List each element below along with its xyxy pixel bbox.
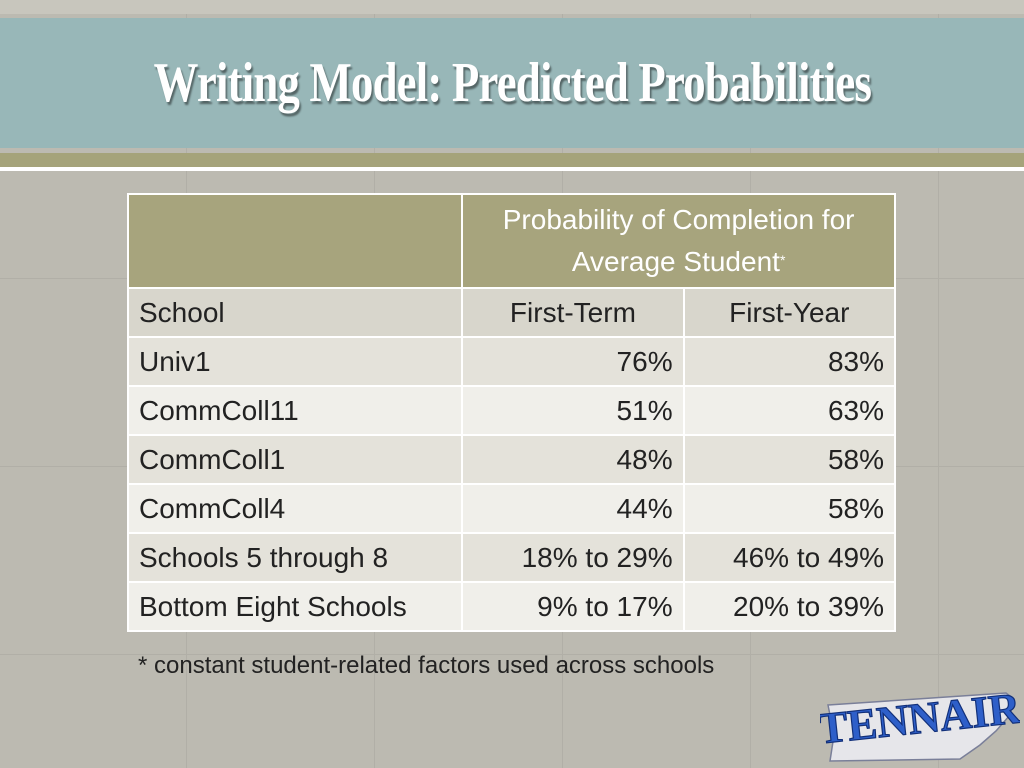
accent-stripe bbox=[0, 153, 1024, 167]
first-year-cell: 20% to 39% bbox=[682, 581, 897, 632]
first-term-cell: 51% bbox=[461, 385, 685, 436]
first-term-cell: 48% bbox=[461, 434, 685, 485]
first-year-cell: 46% to 49% bbox=[682, 532, 897, 583]
asterisk-mark: * bbox=[779, 252, 786, 268]
group-header: Probability of Completion for Average St… bbox=[461, 193, 896, 289]
first-year-cell: 83% bbox=[682, 336, 897, 387]
column-header-first-year: First-Year bbox=[682, 287, 897, 338]
table-row: CommColl4 44% 58% bbox=[126, 483, 897, 534]
table-row: CommColl1 48% 58% bbox=[126, 434, 897, 485]
table-row: Univ1 76% 83% bbox=[126, 336, 897, 387]
first-term-cell: 9% to 17% bbox=[461, 581, 685, 632]
column-header-row: School First-Term First-Year bbox=[126, 287, 897, 338]
logo-text: TENNAIR bbox=[820, 683, 1020, 753]
first-term-cell: 44% bbox=[461, 483, 685, 534]
table-row: Bottom Eight Schools 9% to 17% 20% to 39… bbox=[126, 581, 897, 632]
school-cell: CommColl4 bbox=[126, 483, 464, 534]
first-term-cell: 18% to 29% bbox=[461, 532, 685, 583]
school-cell: Schools 5 through 8 bbox=[126, 532, 464, 583]
school-cell: Univ1 bbox=[126, 336, 464, 387]
first-term-cell: 76% bbox=[461, 336, 685, 387]
slide-title: Writing Model: Predicted Probabilities bbox=[153, 52, 871, 114]
first-year-cell: 58% bbox=[682, 434, 897, 485]
table-row: CommColl11 51% 63% bbox=[126, 385, 897, 436]
top-stripe bbox=[0, 0, 1024, 14]
title-band: Writing Model: Predicted Probabilities bbox=[0, 18, 1024, 148]
table-group-header-row: Probability of Completion for Average St… bbox=[126, 193, 896, 289]
empty-header-cell bbox=[126, 193, 464, 289]
first-year-cell: 63% bbox=[682, 385, 897, 436]
table-row: Schools 5 through 8 18% to 29% 46% to 49… bbox=[126, 532, 897, 583]
group-header-text: Probability of Completion for Average St… bbox=[502, 204, 855, 277]
probability-table: Probability of Completion for Average St… bbox=[126, 193, 897, 632]
tennair-logo: TENNAIR bbox=[820, 683, 1020, 762]
school-cell: Bottom Eight Schools bbox=[126, 581, 464, 632]
school-cell: CommColl1 bbox=[126, 434, 464, 485]
first-year-cell: 58% bbox=[682, 483, 897, 534]
column-header-school: School bbox=[126, 287, 464, 338]
column-header-first-term: First-Term bbox=[461, 287, 685, 338]
school-cell: CommColl11 bbox=[126, 385, 464, 436]
footnote: * constant student-related factors used … bbox=[138, 652, 715, 679]
divider-stripe bbox=[0, 167, 1024, 171]
